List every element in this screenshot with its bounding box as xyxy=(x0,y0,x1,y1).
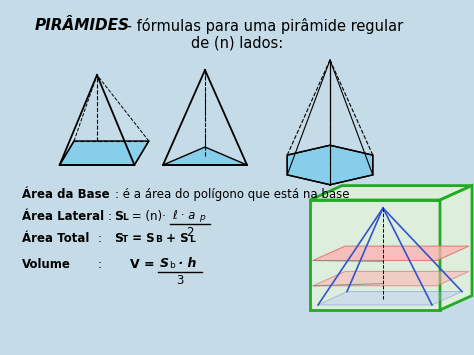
Text: Volume: Volume xyxy=(22,258,71,271)
Text: L: L xyxy=(189,235,195,244)
Text: S: S xyxy=(114,232,123,245)
Text: :: : xyxy=(98,258,102,271)
Text: S: S xyxy=(160,257,169,270)
Polygon shape xyxy=(313,246,469,261)
Text: b: b xyxy=(169,261,175,270)
Polygon shape xyxy=(97,75,149,165)
Text: + S: + S xyxy=(162,232,189,245)
Text: ℓ · a: ℓ · a xyxy=(172,209,195,222)
Polygon shape xyxy=(163,147,247,165)
Text: p: p xyxy=(199,213,205,222)
Text: = S: = S xyxy=(128,232,155,245)
Text: = (n)·: = (n)· xyxy=(128,210,166,223)
Text: : é a área do polígono que está na base: : é a área do polígono que está na base xyxy=(115,188,349,201)
Text: · h: · h xyxy=(174,257,196,270)
Polygon shape xyxy=(440,186,472,310)
Polygon shape xyxy=(310,200,440,310)
Text: PIRÂMIDES: PIRÂMIDES xyxy=(35,18,130,33)
Text: – fórmulas para uma pirâmide regular: – fórmulas para uma pirâmide regular xyxy=(120,18,403,34)
Text: 3: 3 xyxy=(176,274,184,287)
Polygon shape xyxy=(310,186,472,200)
Text: B: B xyxy=(155,235,162,244)
Polygon shape xyxy=(318,291,462,305)
Text: Área da Base: Área da Base xyxy=(22,188,109,201)
Text: L: L xyxy=(122,213,128,222)
Text: de (n) lados:: de (n) lados: xyxy=(191,36,283,51)
Text: Área Total: Área Total xyxy=(22,232,90,245)
Polygon shape xyxy=(60,75,97,165)
Text: T: T xyxy=(122,235,128,244)
Text: :: : xyxy=(98,232,102,245)
Polygon shape xyxy=(313,272,469,286)
Polygon shape xyxy=(287,145,373,185)
Text: S: S xyxy=(114,210,123,223)
Text: 2: 2 xyxy=(186,226,194,239)
Text: V =: V = xyxy=(130,258,159,271)
Polygon shape xyxy=(60,141,149,165)
Text: Área Lateral: Área Lateral xyxy=(22,210,104,223)
Text: :: : xyxy=(108,210,112,223)
